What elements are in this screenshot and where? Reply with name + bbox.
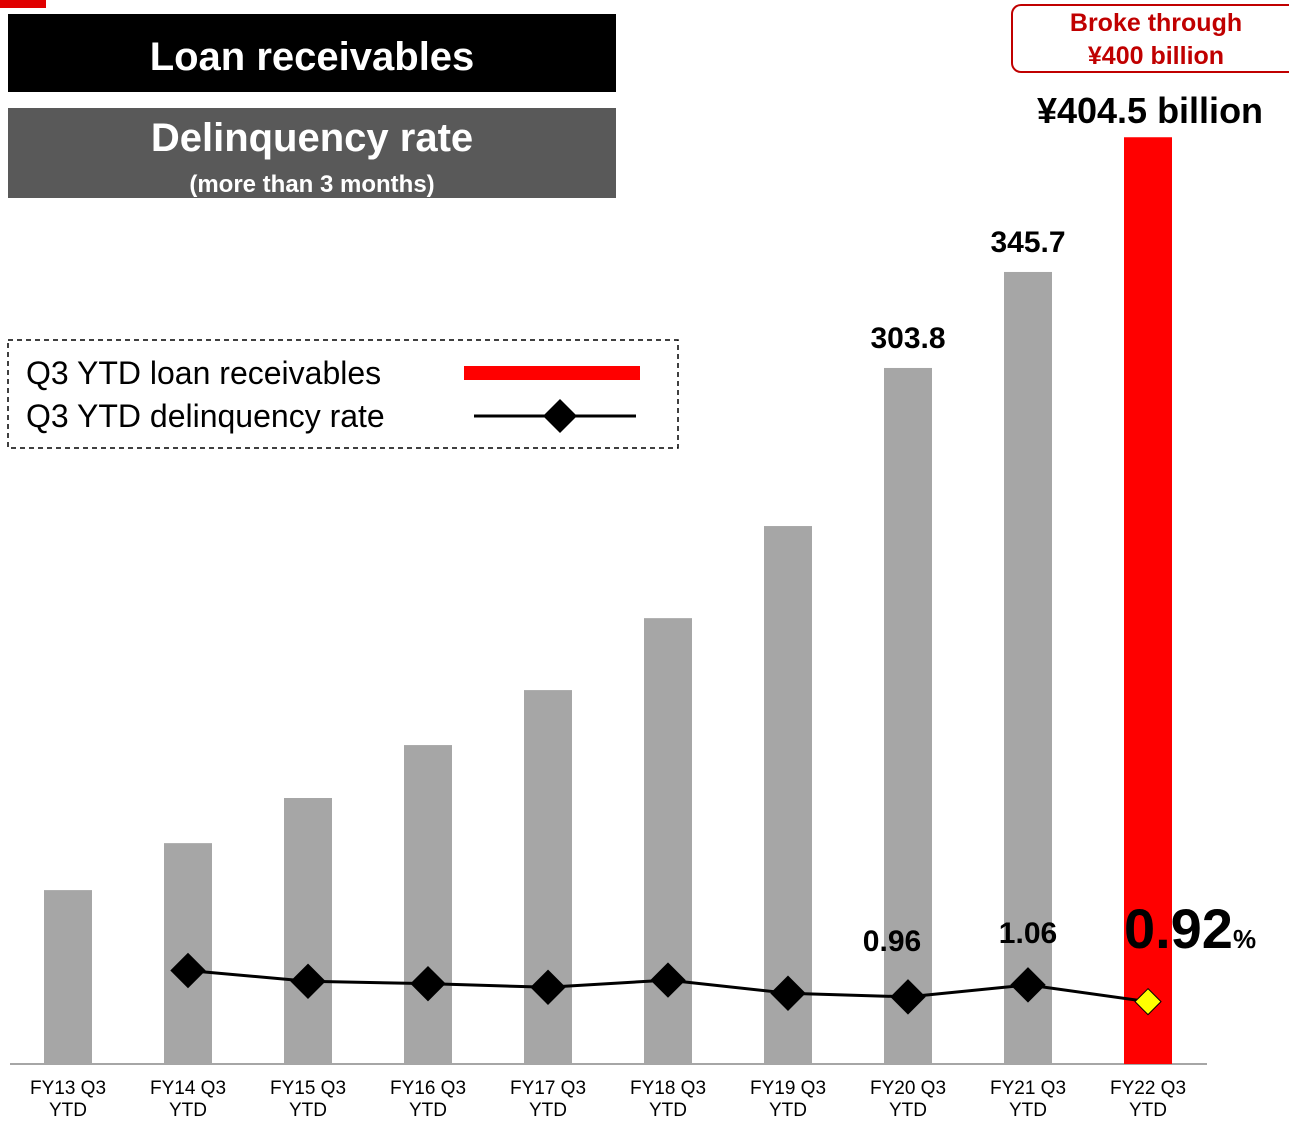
x-tick-line: FY19 Q3 (750, 1078, 826, 1099)
x-tick-line: YTD (169, 1100, 207, 1121)
header-subtitle: (more than 3 months) (189, 171, 434, 198)
x-tick-line: YTD (529, 1100, 567, 1121)
line-marker (410, 965, 446, 1002)
x-tick-label: FY14 Q3 YTD (150, 1078, 226, 1121)
bar (1004, 271, 1052, 1064)
bar-value-label: 345.7 (990, 226, 1065, 259)
x-tick-line: YTD (49, 1100, 87, 1121)
line-marker (290, 963, 326, 999)
x-tick-line: YTD (649, 1100, 687, 1121)
annotation-box (1011, 4, 1289, 73)
x-tick-line: YTD (1129, 1100, 1167, 1121)
x-tick-line: YTD (409, 1100, 447, 1121)
header-title: Loan receivables (150, 35, 475, 79)
line-value-label: 0.96 (863, 925, 921, 958)
x-tick-line: FY18 Q3 (630, 1078, 706, 1099)
x-tick-line: FY17 Q3 (510, 1078, 586, 1099)
line-marker (1134, 987, 1162, 1016)
line-marker (1010, 967, 1046, 1003)
annotation: ¥400 billion (1088, 42, 1224, 70)
x-tick-label: FY19 Q3 YTD (750, 1078, 826, 1121)
bar (404, 745, 452, 1064)
x-tick-label: FY20 Q3 YTD (870, 1078, 946, 1121)
bar (284, 798, 332, 1064)
x-tick-label: FY18 Q3 YTD (630, 1078, 706, 1121)
bar (44, 890, 92, 1064)
bar (764, 526, 812, 1064)
legend-box (7, 339, 679, 449)
x-tick-label: FY16 Q3 YTD (390, 1078, 466, 1121)
legend-label: Q3 YTD delinquency rate (26, 398, 385, 434)
legend-marker (543, 399, 577, 433)
bar (524, 690, 572, 1064)
legend-label: Q3 YTD loan receivables (26, 355, 381, 391)
legend-swatch (464, 366, 640, 380)
line-marker (770, 975, 806, 1011)
header-box (8, 14, 616, 92)
x-tick-line: FY13 Q3 (30, 1078, 106, 1099)
corner-mark (0, 0, 46, 8)
x-tick-label: FY13 Q3 YTD (30, 1078, 106, 1121)
line-marker (650, 962, 686, 998)
line-value-label: 1.06 (999, 917, 1057, 950)
bar-value-label: 303.8 (870, 322, 945, 355)
header-title: Delinquency rate (151, 116, 473, 160)
x-tick-line: FY20 Q3 (870, 1078, 946, 1099)
x-tick-label: FY15 Q3 YTD (270, 1078, 346, 1121)
value-number: 0.92 (1124, 897, 1233, 960)
x-tick-line: YTD (769, 1100, 807, 1121)
line-marker (170, 952, 206, 989)
x-tick-label: FY17 Q3 YTD (510, 1078, 586, 1121)
x-tick-label: FY21 Q3 YTD (990, 1078, 1066, 1121)
x-tick-line: FY16 Q3 (390, 1078, 466, 1099)
x-tick-line: FY15 Q3 (270, 1078, 346, 1099)
value-unit: % (1233, 924, 1256, 954)
line-marker (530, 969, 566, 1005)
x-tick-line: FY22 Q3 (1110, 1078, 1186, 1099)
bar-value-label: ¥404.5 billion (1037, 90, 1263, 131)
x-tick-line: YTD (1009, 1100, 1047, 1121)
line-marker (890, 979, 926, 1015)
x-tick-label: FY22 Q3 YTD (1110, 1078, 1186, 1121)
header-box (8, 108, 616, 198)
annotation: Broke through (1070, 9, 1242, 37)
x-tick-line: FY21 Q3 (990, 1078, 1066, 1099)
x-tick-line: FY14 Q3 (150, 1078, 226, 1099)
line-value-label: 0.92% (1124, 897, 1256, 960)
x-tick-line: YTD (289, 1100, 327, 1121)
x-tick-line: YTD (889, 1100, 927, 1121)
bar (884, 367, 932, 1064)
bar (1124, 137, 1172, 1065)
